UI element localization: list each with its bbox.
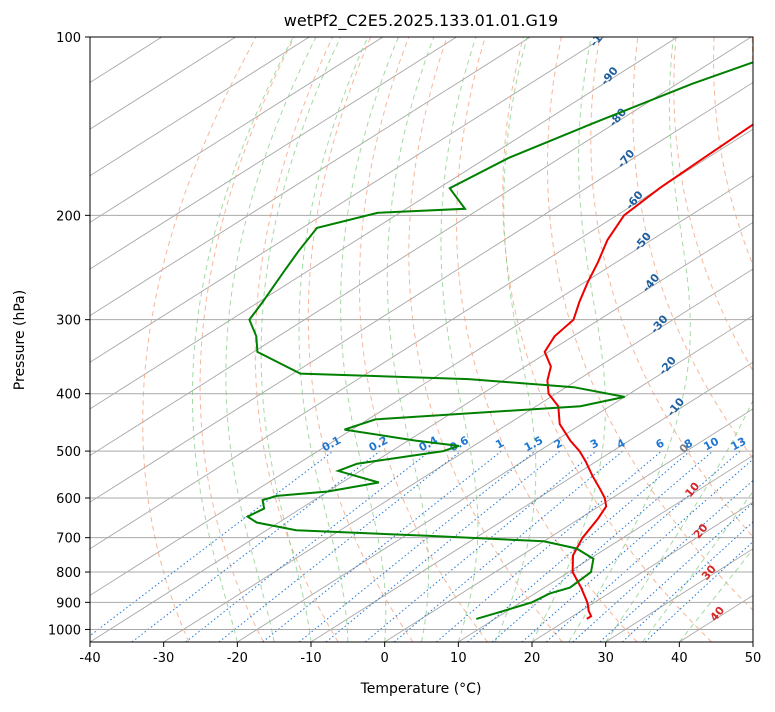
mixing-ratio-lines — [82, 451, 775, 642]
x-tick-label: 50 — [745, 651, 762, 666]
x-tick-label: 40 — [671, 651, 688, 666]
x-tick-label: -40 — [79, 651, 100, 666]
isotherm-label: 10 — [683, 480, 703, 500]
y-tick-label: 700 — [56, 532, 81, 547]
isotherm-label: 20 — [691, 521, 711, 541]
dry-adiabat — [409, 37, 563, 642]
y-tick-label: 500 — [56, 445, 81, 460]
dry-adiabat — [752, 37, 775, 642]
mixing-ratio-line — [132, 451, 380, 642]
y-tick-label: 300 — [56, 314, 81, 329]
mixing-ratio-line — [263, 451, 502, 642]
dry-adiabats — [143, 37, 775, 642]
mixing-ratio-line — [600, 451, 775, 642]
mixing-ratio-label: 3 — [588, 436, 601, 451]
mixing-ratio-line — [365, 451, 596, 642]
isotherm-line — [237, 37, 775, 642]
isotherm-label: -40 — [640, 271, 663, 295]
moist-adiabat — [299, 37, 368, 642]
moist-adiabat — [679, 37, 775, 642]
x-tick-label: -30 — [153, 651, 174, 666]
dry-adiabat — [308, 37, 413, 642]
dry-adiabat — [360, 37, 488, 642]
mixing-ratio-line — [326, 451, 560, 642]
y-tick-label: 800 — [56, 566, 81, 581]
mixing-ratio-label: 1 — [493, 436, 506, 451]
plot-frame — [90, 37, 753, 642]
mixing-ratio-line — [186, 451, 430, 642]
mixing-ratio-line — [82, 451, 333, 642]
moist-adiabat — [387, 37, 434, 642]
dry-adiabat — [714, 37, 775, 642]
y-tick-label: 1000 — [48, 623, 81, 638]
x-axis: -40 -30 -20 -10 0 10 20 30 40 50 — [79, 642, 761, 666]
isotherm-line — [0, 37, 457, 642]
isotherm-label: -20 — [656, 354, 679, 378]
mixing-ratio-label: 10 — [701, 435, 721, 454]
isotherm-label: 30 — [699, 562, 719, 582]
dry-adiabat — [457, 37, 637, 642]
isotherm-label: -10 — [664, 395, 687, 419]
mixing-ratio-line — [492, 451, 713, 642]
mixing-ratio-line — [219, 451, 461, 642]
mixing-ratio-label: 13 — [729, 435, 749, 454]
isotherm-label: 40 — [707, 604, 727, 624]
y-tick-label: 400 — [56, 388, 81, 403]
moist-adiabats — [193, 37, 775, 642]
isotherm-line — [0, 37, 383, 642]
x-tick-label: 30 — [597, 651, 614, 666]
mixing-ratio-label: 2 — [552, 436, 565, 451]
isotherm-line — [0, 37, 530, 642]
mixing-ratio-label: 4 — [615, 436, 628, 451]
y-axis-label: Pressure (hPa) — [12, 290, 28, 390]
mixing-ratio-label: 16 — [751, 435, 771, 454]
mixing-ratio-line — [394, 451, 623, 642]
moist-adiabat — [495, 37, 536, 642]
mixing-ratio-label: 6 — [654, 436, 667, 451]
x-axis-label: Temperature (°C) — [360, 681, 482, 697]
isotherm-line — [753, 37, 775, 642]
y-tick-label: 900 — [56, 596, 81, 611]
y-tick-label: 200 — [56, 209, 81, 224]
moist-adiabat — [569, 37, 691, 642]
isotherm-line — [16, 37, 775, 642]
isotherm-label: -30 — [648, 312, 671, 336]
isotherm-label: -100 — [587, 20, 615, 50]
dry-adiabat — [200, 37, 294, 642]
dry-adiabat — [633, 37, 775, 642]
skewed-isotherms — [0, 37, 775, 642]
isotherm-line — [679, 37, 775, 642]
y-axis: 100 200 300 400 500 600 700 800 900 1000 — [48, 31, 90, 638]
isotherm-line — [0, 37, 309, 642]
x-tick-label: 10 — [450, 651, 467, 666]
isotherm-line — [0, 37, 604, 642]
dry-adiabat — [674, 37, 775, 642]
x-tick-label: 0 — [381, 651, 389, 666]
moist-adiabat — [341, 37, 399, 642]
isotherm-line — [90, 37, 775, 642]
moist-adiabat — [441, 37, 478, 642]
mixing-ratio-line — [522, 451, 740, 642]
moist-adiabat — [193, 37, 294, 642]
y-tick-label: 600 — [56, 492, 81, 507]
x-tick-label: -10 — [300, 651, 321, 666]
mixing-ratio-line — [573, 451, 775, 642]
x-tick-label: -20 — [227, 651, 248, 666]
isotherm-label: -50 — [631, 230, 654, 254]
isotherm-label: -90 — [598, 64, 621, 88]
x-tick-label: 20 — [524, 651, 541, 666]
mixing-ratio-line — [622, 451, 775, 642]
moist-adiabat — [643, 37, 775, 642]
chart-title: wetPf2_C2E5.2025.133.01.01.G19 — [284, 11, 558, 31]
dry-adiabat — [255, 37, 338, 642]
y-tick-label: 100 — [56, 31, 81, 46]
